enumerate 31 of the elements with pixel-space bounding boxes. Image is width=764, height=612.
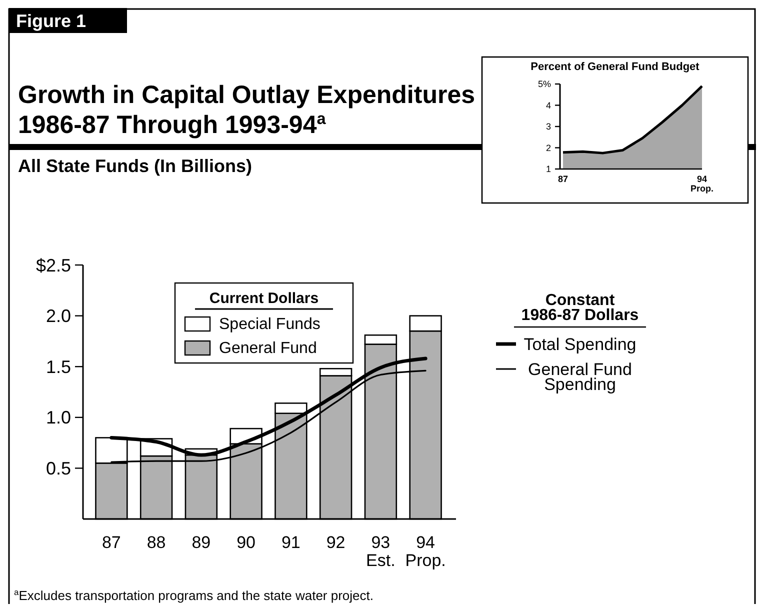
x-tick-label: 94 Prop.: [690, 174, 714, 194]
y-tick-label: 1.5: [46, 356, 71, 377]
x-tick-label: 94 Prop.: [405, 533, 446, 570]
x-tick-label: 88: [146, 533, 166, 552]
y-tick-label: 2.0: [46, 306, 71, 326]
legend-label: Total Spending: [524, 335, 636, 354]
x-tick-label: 89: [192, 533, 211, 552]
x-tick-label: 87: [558, 174, 568, 184]
legend-label: Special Funds: [219, 316, 320, 333]
y-tick-label: 1.0: [46, 408, 71, 428]
legend-label: General Fund: [219, 340, 317, 357]
x-tick-label: 92: [326, 533, 346, 552]
y-tick-label: 5%: [538, 79, 551, 90]
text: Constant 1986-87 Dollars: [521, 292, 639, 324]
y-tick-label: 3: [546, 122, 551, 132]
chart-title: Percent of General Fund Budget: [530, 61, 700, 73]
text: $^{a}$Excludes transportation programs and the state water project.: [14, 587, 374, 603]
x-tick-label: 93 Est.: [366, 533, 396, 570]
legend-label: General Fund Spending: [528, 360, 632, 394]
x-tick-label: 87: [102, 533, 121, 552]
legend-title: Current Dollars: [209, 290, 319, 307]
y-tick-label: $2.5: [36, 255, 71, 276]
chart-title: Growth in Capital Outlay Expenditures 1986-87 Through 1993-94$^{a}$: [18, 81, 476, 139]
caption: Figure 1: [16, 11, 86, 31]
chart-subtitle: All State Funds (In Billions): [18, 156, 252, 176]
y-tick-label: 1: [546, 164, 551, 174]
y-tick-label: 4: [546, 100, 551, 110]
y-tick-label: 2: [546, 142, 551, 153]
x-tick-label: 91: [281, 533, 300, 552]
y-tick-label: 0.5: [46, 458, 71, 478]
x-tick-label: 90: [236, 533, 256, 552]
